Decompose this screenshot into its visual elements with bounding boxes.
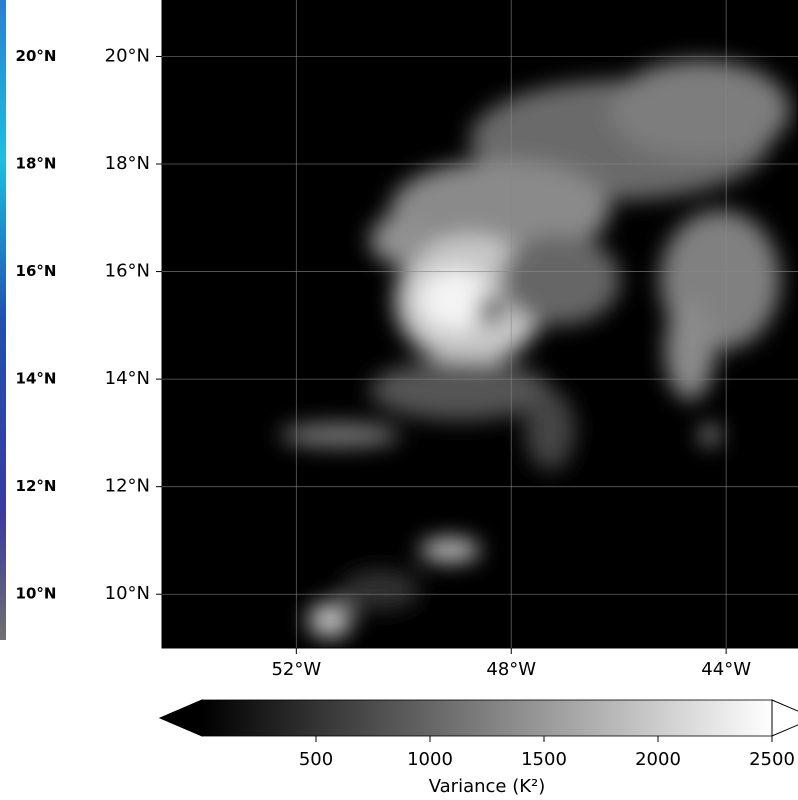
colorbar-tick-label: 1000	[407, 749, 453, 770]
left-y-tick-label: 10°N	[16, 585, 57, 603]
x-tick-label: 52°W	[271, 659, 321, 680]
y-tick-label: 16°N	[105, 261, 150, 282]
y-tick-label: 10°N	[105, 583, 150, 604]
colorbar-extend-low	[158, 699, 203, 737]
left-y-tick-label: 20°N	[16, 47, 57, 65]
left-y-tick-label: 18°N	[16, 155, 57, 173]
colorbar-tick-label: 1500	[521, 749, 567, 770]
y-tick-label: 20°N	[105, 45, 150, 66]
y-tick-label: 18°N	[105, 153, 150, 174]
colorbar-label: Variance (K²)	[429, 776, 546, 797]
map-frame	[161, 0, 798, 649]
colorbar-extend-high	[771, 699, 798, 737]
cloud-field	[280, 60, 790, 638]
left-y-tick-label: 12°N	[16, 477, 57, 495]
colorbar-tick-label: 2500	[749, 749, 795, 770]
colorbar-tick-label: 2000	[635, 749, 681, 770]
map-image	[162, 0, 798, 648]
y-tick-label: 14°N	[105, 368, 150, 389]
colorbar-tick-label: 500	[299, 749, 333, 770]
left-y-tick-label: 14°N	[16, 370, 57, 388]
colorbar	[201, 699, 773, 737]
x-tick-label: 48°W	[486, 659, 536, 680]
x-tick-label: 44°W	[701, 659, 751, 680]
y-tick-label: 12°N	[105, 476, 150, 497]
left-panel-edge	[0, 0, 6, 640]
left-y-tick-label: 16°N	[16, 262, 57, 280]
